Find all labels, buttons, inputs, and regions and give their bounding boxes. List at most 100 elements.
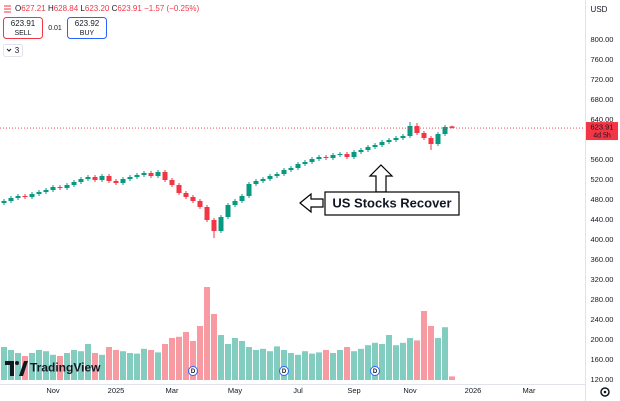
y-tick-label: 320.00 bbox=[591, 275, 614, 284]
volume-bar bbox=[218, 335, 224, 380]
candle-body bbox=[386, 140, 392, 142]
candle-body bbox=[414, 126, 420, 133]
volume-bar bbox=[1, 347, 7, 380]
ohlc-label: C bbox=[112, 4, 118, 13]
volume-bar bbox=[365, 345, 371, 380]
candle-body bbox=[365, 147, 371, 150]
candle-body bbox=[148, 173, 154, 176]
y-tick-label: 560.00 bbox=[591, 155, 614, 164]
volume-bar bbox=[106, 347, 112, 380]
volume-bar bbox=[211, 314, 217, 380]
candle-body bbox=[421, 133, 427, 138]
y-tick-label: 360.00 bbox=[591, 255, 614, 264]
volume-bar bbox=[435, 338, 441, 380]
candle-body bbox=[281, 170, 287, 174]
volume-bar bbox=[246, 347, 252, 380]
volume-bar bbox=[85, 344, 91, 380]
y-tick-label: 480.00 bbox=[591, 195, 614, 204]
spread: 0.01 bbox=[48, 25, 62, 32]
x-tick-label: 2025 bbox=[108, 386, 125, 395]
volume-bar bbox=[449, 376, 455, 380]
candle-body bbox=[435, 134, 441, 144]
buy-button[interactable]: 623.92 BUY bbox=[67, 17, 107, 39]
candle-body bbox=[449, 126, 455, 129]
volume-bar bbox=[36, 350, 42, 380]
ohlc-value: 623.91 bbox=[117, 4, 142, 13]
candle-body bbox=[253, 181, 259, 184]
volume-bar bbox=[281, 350, 287, 380]
volume-bar bbox=[141, 348, 147, 380]
buy-label: BUY bbox=[80, 30, 95, 37]
candle-body bbox=[407, 126, 413, 136]
candle-body bbox=[246, 184, 252, 196]
candle-body bbox=[15, 196, 21, 198]
volume-bar bbox=[239, 341, 245, 380]
volume-bar bbox=[120, 351, 126, 380]
candle-body bbox=[120, 179, 126, 183]
currency[interactable]: USD bbox=[591, 5, 608, 14]
x-tick-label: Sep bbox=[347, 386, 360, 395]
x-tick-label: 2026 bbox=[465, 386, 482, 395]
ohlc-label: L bbox=[80, 4, 85, 13]
volume-bar bbox=[176, 336, 182, 380]
settings-icon[interactable] bbox=[600, 387, 610, 397]
candle-body bbox=[127, 177, 133, 179]
volume-bar bbox=[414, 340, 420, 380]
volume-bar bbox=[421, 311, 427, 380]
ohlc-value: 628.84 bbox=[54, 4, 79, 13]
candle-body bbox=[85, 177, 91, 179]
x-tick-label: Jul bbox=[293, 386, 303, 395]
lots: 3 bbox=[15, 46, 20, 55]
candle-body bbox=[204, 207, 210, 220]
candle-body bbox=[428, 138, 434, 144]
volume-bar bbox=[225, 344, 231, 380]
y-tick-label: 760.00 bbox=[591, 55, 614, 64]
dividend-marker bbox=[279, 366, 289, 376]
sell-button[interactable]: 623.91 SELL bbox=[3, 17, 43, 39]
x-tick-label: Nov bbox=[46, 386, 60, 395]
volume-bar bbox=[267, 351, 273, 380]
y-tick-label: 240.00 bbox=[591, 315, 614, 324]
candle-body bbox=[43, 190, 49, 192]
volume-bar bbox=[183, 332, 189, 380]
x-tick-label: Nov bbox=[403, 386, 417, 395]
last-price-label: 623.91 bbox=[591, 123, 614, 132]
dividend-label: D bbox=[191, 369, 196, 375]
volume-bar bbox=[386, 335, 392, 380]
candle-body bbox=[155, 172, 161, 176]
candle-body bbox=[64, 185, 70, 188]
volume-bar bbox=[344, 347, 350, 380]
volume-bar bbox=[337, 350, 343, 380]
candle-body bbox=[400, 136, 406, 138]
ohlc-value: 627.21 bbox=[21, 4, 46, 13]
volume-bar bbox=[330, 353, 336, 380]
volume-bar bbox=[428, 326, 434, 380]
volume-bar bbox=[29, 353, 35, 380]
candle-body bbox=[211, 220, 217, 231]
x-tick-label: Mar bbox=[166, 386, 179, 395]
candle-body bbox=[372, 145, 378, 147]
dividend-label: D bbox=[282, 369, 287, 375]
candle-body bbox=[36, 192, 42, 194]
candle-body bbox=[344, 154, 350, 157]
volume-bar bbox=[43, 351, 49, 380]
volume-bar bbox=[351, 351, 357, 380]
volume-bar bbox=[71, 350, 77, 380]
indicator-toggle[interactable]: 3 bbox=[3, 44, 23, 57]
volume-bar bbox=[232, 338, 238, 380]
volume-bar bbox=[407, 338, 413, 380]
y-tick-label: 120.00 bbox=[591, 375, 614, 384]
candle-body bbox=[337, 154, 343, 155]
candle-body bbox=[92, 177, 98, 180]
volume-bar bbox=[148, 350, 154, 380]
dividend-marker bbox=[370, 366, 380, 376]
volume-bar bbox=[379, 344, 385, 380]
candle-body bbox=[351, 152, 357, 157]
candle-body bbox=[99, 176, 105, 180]
candle-body bbox=[71, 182, 77, 185]
dividend-marker bbox=[188, 366, 198, 376]
y-tick-label: 200.00 bbox=[591, 335, 614, 344]
volume-bar bbox=[204, 287, 210, 380]
buy-price: 623.92 bbox=[75, 19, 100, 28]
menu-icon[interactable] bbox=[4, 5, 11, 13]
